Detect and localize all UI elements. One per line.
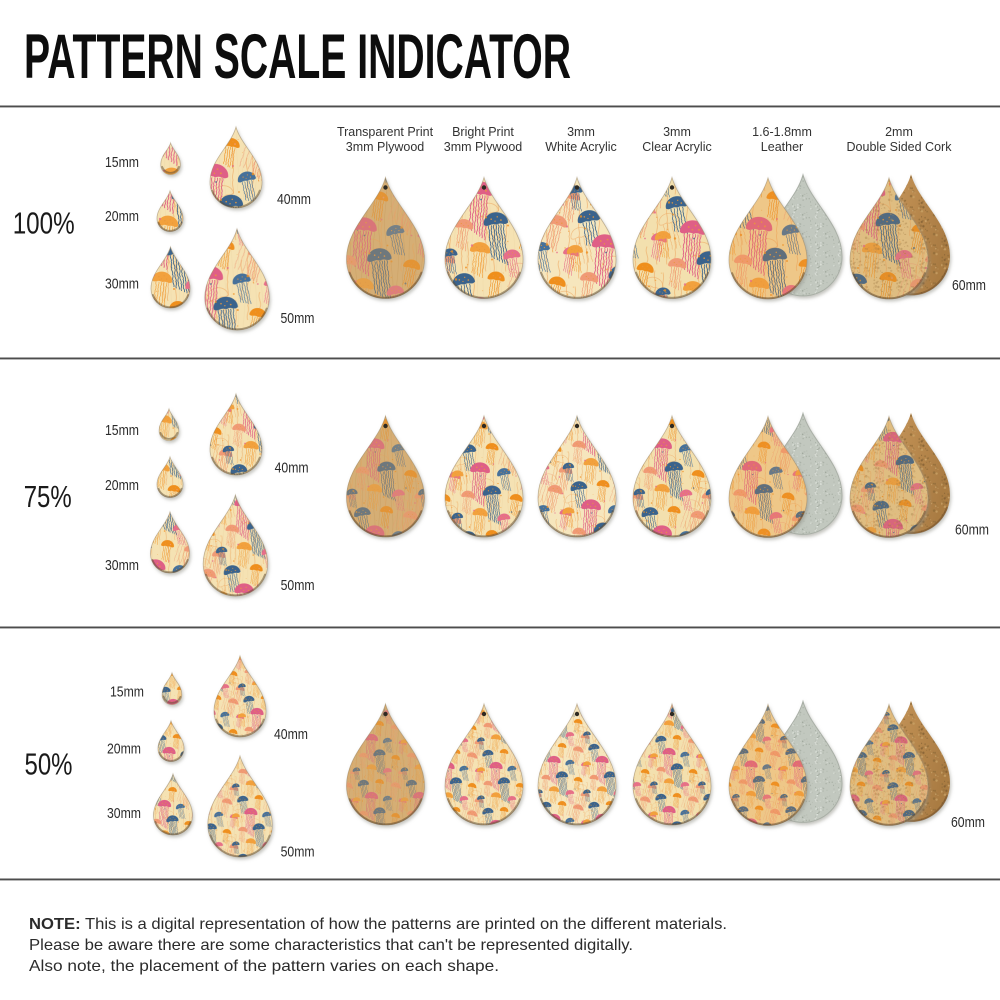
svg-text:60mm: 60mm — [955, 522, 989, 539]
svg-text:40mm: 40mm — [274, 726, 308, 743]
svg-text:Double Sided Cork: Double Sided Cork — [847, 140, 953, 154]
svg-text:60mm: 60mm — [951, 814, 985, 831]
svg-text:40mm: 40mm — [275, 459, 309, 476]
svg-text:15mm: 15mm — [105, 422, 139, 439]
svg-text:3mm: 3mm — [663, 125, 691, 139]
svg-text:50mm: 50mm — [281, 310, 315, 327]
svg-text:20mm: 20mm — [105, 208, 139, 225]
svg-text:Also note, the placement of th: Also note, the placement of the pattern … — [29, 958, 499, 975]
svg-text:Bright Print: Bright Print — [452, 125, 514, 139]
svg-text:Transparent Print: Transparent Print — [337, 125, 434, 139]
svg-text:15mm: 15mm — [110, 683, 144, 700]
svg-text:2mm: 2mm — [885, 125, 913, 139]
svg-text:30mm: 30mm — [107, 805, 141, 822]
svg-text:60mm: 60mm — [952, 277, 986, 294]
svg-text:100%: 100% — [13, 206, 75, 241]
svg-text:50mm: 50mm — [281, 577, 315, 594]
svg-text:3mm Plywood: 3mm Plywood — [346, 140, 425, 154]
svg-text:75%: 75% — [24, 479, 72, 514]
svg-text:50%: 50% — [25, 747, 73, 782]
svg-text:50mm: 50mm — [281, 843, 315, 860]
svg-text:30mm: 30mm — [105, 275, 139, 292]
svg-text:PATTERN SCALE INDICATOR: PATTERN SCALE INDICATOR — [24, 22, 571, 92]
svg-text:NOTE: This is a digital repres: NOTE: This is a digital representation o… — [29, 916, 727, 933]
svg-text:3mm: 3mm — [567, 125, 595, 139]
svg-text:40mm: 40mm — [277, 191, 311, 208]
svg-text:Leather: Leather — [761, 140, 803, 154]
svg-text:1.6-1.8mm: 1.6-1.8mm — [752, 125, 812, 139]
svg-text:20mm: 20mm — [105, 477, 139, 494]
svg-text:White Acrylic: White Acrylic — [545, 140, 617, 154]
svg-text:30mm: 30mm — [105, 557, 139, 574]
svg-text:Please be aware there are some: Please be aware there are some character… — [29, 937, 633, 954]
svg-text:20mm: 20mm — [107, 740, 141, 757]
svg-text:15mm: 15mm — [105, 154, 139, 171]
svg-text:3mm Plywood: 3mm Plywood — [444, 140, 523, 154]
svg-text:Clear Acrylic: Clear Acrylic — [642, 140, 711, 154]
